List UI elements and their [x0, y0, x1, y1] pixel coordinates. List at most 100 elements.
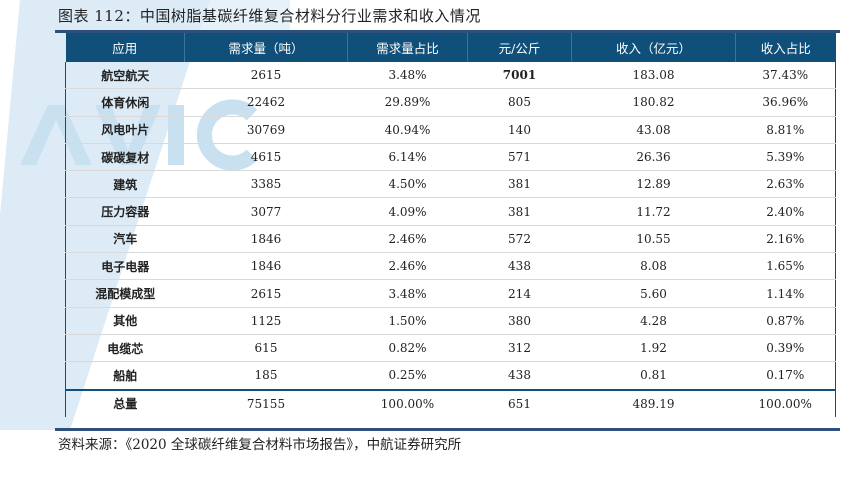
- column-header: 收入（亿元）: [571, 33, 736, 62]
- table-row: 其他 1125 1.50% 380 4.28 0.87%: [65, 307, 836, 335]
- figure-title: 图表 112：中国树脂基碳纤维复合材料分行业需求和收入情况: [58, 7, 481, 25]
- value-cell: 3385: [184, 170, 348, 199]
- value-cell: 8.08: [571, 252, 736, 281]
- value-cell: 615: [184, 334, 348, 363]
- value-cell: 5.39%: [735, 143, 836, 172]
- table-row: 压力容器 3077 4.09% 381 11.72 2.40%: [65, 197, 836, 226]
- value-cell: 1.65%: [735, 252, 836, 281]
- value-cell: 0.17%: [735, 361, 836, 391]
- table-row: 航空航天 2615 3.48% 7001 183.08 37.43%: [65, 62, 836, 90]
- demand-revenue-table: 应用 需求量（吨） 需求量占比 元/公斤 收入（亿元） 收入占比 航空航天 2615 3.48…: [65, 33, 836, 417]
- application-cell: 建筑: [65, 170, 185, 199]
- value-cell: 2.16%: [735, 225, 836, 254]
- value-cell: 2.46%: [347, 225, 468, 254]
- value-cell: 5.60: [571, 279, 736, 308]
- bottom-rule: [55, 428, 840, 431]
- value-cell: 183.08: [571, 62, 736, 90]
- application-cell: 碳碳复材: [65, 143, 185, 172]
- value-cell: 0.39%: [735, 334, 836, 363]
- value-cell: 0.81: [571, 361, 736, 391]
- value-cell: 0.82%: [347, 334, 468, 363]
- value-cell: 100.00%: [347, 388, 468, 417]
- application-cell: 电缆芯: [65, 334, 185, 363]
- value-cell: 0.25%: [347, 361, 468, 391]
- value-cell: 12.89: [571, 170, 736, 199]
- value-cell: 214: [467, 279, 572, 308]
- value-cell: 651: [467, 388, 572, 417]
- application-cell: 船舶: [65, 361, 185, 391]
- application-cell: 混配模成型: [65, 279, 185, 308]
- value-cell: 0.87%: [735, 307, 836, 335]
- table-row: 总量 75155 100.00% 651 489.19 100.00%: [65, 388, 836, 417]
- value-cell: 3077: [184, 197, 348, 226]
- column-header: 元/公斤: [467, 33, 572, 62]
- value-cell: 75155: [184, 388, 348, 417]
- application-cell: 电子电器: [65, 252, 185, 281]
- value-cell: 1846: [184, 225, 348, 254]
- value-cell: 2615: [184, 279, 348, 308]
- value-cell: 2615: [184, 62, 348, 90]
- value-cell: 140: [467, 116, 572, 144]
- value-cell: 4.28: [571, 307, 736, 335]
- application-cell: 体育休闲: [65, 88, 185, 117]
- source-note: 资料来源：《2020 全球碳纤维复合材料市场报告》，中航证券研究所: [58, 437, 462, 453]
- value-cell: 30769: [184, 116, 348, 144]
- value-cell: 3.48%: [347, 62, 468, 90]
- value-cell: 7001: [467, 62, 572, 90]
- application-cell: 风电叶片: [65, 116, 185, 144]
- table-row: 汽车 1846 2.46% 572 10.55 2.16%: [65, 225, 836, 254]
- value-cell: 438: [467, 361, 572, 391]
- value-cell: 1846: [184, 252, 348, 281]
- value-cell: 180.82: [571, 88, 736, 117]
- value-cell: 22462: [184, 88, 348, 117]
- value-cell: 489.19: [571, 388, 736, 417]
- value-cell: 6.14%: [347, 143, 468, 172]
- value-cell: 2.63%: [735, 170, 836, 199]
- table-row: 船舶 185 0.25% 438 0.81 0.17%: [65, 361, 836, 391]
- application-cell: 总量: [65, 388, 185, 417]
- value-cell: 100.00%: [735, 388, 836, 417]
- table-row: 电子电器 1846 2.46% 438 8.08 1.65%: [65, 252, 836, 281]
- value-cell: 4.50%: [347, 170, 468, 199]
- table-row: 混配模成型 2615 3.48% 214 5.60 1.14%: [65, 279, 836, 308]
- value-cell: 312: [467, 334, 572, 363]
- value-cell: 29.89%: [347, 88, 468, 117]
- value-cell: 36.96%: [735, 88, 836, 117]
- column-header: 需求量占比: [347, 33, 468, 62]
- value-cell: 8.81%: [735, 116, 836, 144]
- value-cell: 438: [467, 252, 572, 281]
- top-rule: [55, 30, 840, 33]
- value-cell: 1.50%: [347, 307, 468, 335]
- value-cell: 4.09%: [347, 197, 468, 226]
- column-header: 需求量（吨）: [184, 33, 348, 62]
- value-cell: 571: [467, 143, 572, 172]
- application-cell: 压力容器: [65, 197, 185, 226]
- value-cell: 805: [467, 88, 572, 117]
- table-row: 碳碳复材 4615 6.14% 571 26.36 5.39%: [65, 143, 836, 172]
- table-row: 风电叶片 30769 40.94% 140 43.08 8.81%: [65, 116, 836, 144]
- value-cell: 381: [467, 170, 572, 199]
- value-cell: 380: [467, 307, 572, 335]
- value-cell: 2.46%: [347, 252, 468, 281]
- value-cell: 11.72: [571, 197, 736, 226]
- value-cell: 1.14%: [735, 279, 836, 308]
- value-cell: 26.36: [571, 143, 736, 172]
- value-cell: 381: [467, 197, 572, 226]
- application-cell: 航空航天: [65, 62, 185, 90]
- value-cell: 1.92: [571, 334, 736, 363]
- application-cell: 汽车: [65, 225, 185, 254]
- value-cell: 40.94%: [347, 116, 468, 144]
- application-cell: 其他: [65, 307, 185, 335]
- value-cell: 37.43%: [735, 62, 836, 90]
- table-row: 建筑 3385 4.50% 381 12.89 2.63%: [65, 170, 836, 199]
- value-cell: 1125: [184, 307, 348, 335]
- value-cell: 2.40%: [735, 197, 836, 226]
- table-row: 体育休闲 22462 29.89% 805 180.82 36.96%: [65, 88, 836, 117]
- column-header: 应用: [65, 33, 185, 62]
- table-row: 电缆芯 615 0.82% 312 1.92 0.39%: [65, 334, 836, 363]
- value-cell: 572: [467, 225, 572, 254]
- value-cell: 43.08: [571, 116, 736, 144]
- column-header: 收入占比: [735, 33, 836, 62]
- value-cell: 3.48%: [347, 279, 468, 308]
- value-cell: 10.55: [571, 225, 736, 254]
